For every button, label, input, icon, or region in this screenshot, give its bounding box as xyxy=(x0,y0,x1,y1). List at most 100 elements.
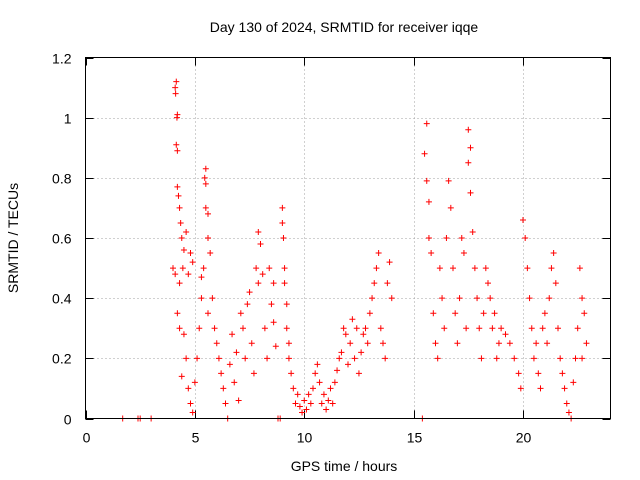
data-point xyxy=(172,84,179,91)
data-point xyxy=(550,250,557,257)
data-point xyxy=(268,301,275,308)
data-point xyxy=(174,183,181,190)
data-point xyxy=(189,259,196,266)
data-point xyxy=(310,385,316,392)
data-point xyxy=(371,280,378,287)
data-point xyxy=(347,340,354,347)
data-point xyxy=(541,310,548,317)
data-point xyxy=(432,340,439,347)
data-point xyxy=(201,174,208,181)
data-point xyxy=(526,295,533,302)
chart-title: Day 130 of 2024, SRMTID for receiver iqq… xyxy=(210,19,479,35)
data-point xyxy=(312,370,319,377)
data-point xyxy=(205,210,211,217)
data-point xyxy=(180,247,187,254)
data-point xyxy=(266,265,273,272)
data-point xyxy=(318,400,325,407)
data-point xyxy=(375,250,382,257)
data-point xyxy=(303,406,310,413)
data-point xyxy=(248,340,255,347)
data-point xyxy=(233,349,240,356)
x-tick-label: 0 xyxy=(83,430,91,446)
data-point xyxy=(502,331,509,338)
data-point xyxy=(281,280,288,287)
data-point xyxy=(574,325,581,332)
data-point xyxy=(185,271,192,278)
data-point xyxy=(463,325,470,332)
data-point xyxy=(557,355,564,362)
data-point xyxy=(436,265,443,272)
data-point xyxy=(270,280,277,287)
data-point xyxy=(174,310,181,317)
data-point xyxy=(183,355,190,362)
y-tick-label: 1 xyxy=(64,111,72,127)
data-point xyxy=(517,385,524,392)
data-point xyxy=(373,265,380,272)
data-point xyxy=(528,325,535,332)
data-point xyxy=(331,379,338,386)
data-point xyxy=(198,274,205,281)
data-point xyxy=(307,400,314,407)
data-point xyxy=(572,355,579,362)
data-point xyxy=(211,325,218,332)
data-point xyxy=(244,301,251,308)
data-point xyxy=(485,280,491,287)
data-point xyxy=(255,280,262,287)
y-tick-label: 0 xyxy=(64,412,72,428)
data-point xyxy=(565,409,572,416)
data-point xyxy=(353,325,360,332)
data-point xyxy=(384,280,391,287)
data-point xyxy=(325,397,332,404)
data-point xyxy=(283,301,290,308)
data-point xyxy=(561,385,568,392)
data-point xyxy=(366,310,373,317)
axis-ticks xyxy=(85,57,611,420)
data-point xyxy=(498,325,505,332)
data-point xyxy=(581,310,588,317)
data-point xyxy=(194,355,201,362)
x-tick-label: 5 xyxy=(192,430,200,446)
data-point xyxy=(235,397,242,404)
plot-frame xyxy=(85,57,611,419)
x-tick-labels: 0 5 10 15 20 xyxy=(83,430,532,446)
data-point xyxy=(209,295,216,302)
data-point xyxy=(229,331,236,338)
data-point xyxy=(240,325,246,332)
data-point xyxy=(351,355,358,362)
data-point xyxy=(172,271,179,278)
data-point xyxy=(576,265,583,272)
data-point xyxy=(261,325,268,332)
data-point xyxy=(495,340,502,347)
data-point xyxy=(530,355,537,362)
data-point xyxy=(290,385,297,392)
data-point xyxy=(522,235,529,241)
data-point xyxy=(175,192,182,199)
data-point xyxy=(445,177,452,184)
x-tick-label: 20 xyxy=(516,430,532,446)
data-point xyxy=(480,310,487,317)
data-point xyxy=(231,379,238,386)
data-point xyxy=(285,355,292,362)
data-point xyxy=(533,340,540,347)
x-axis-label: GPS time / hours xyxy=(291,458,398,474)
data-point xyxy=(349,316,356,323)
data-point xyxy=(340,325,347,332)
data-point xyxy=(338,349,345,356)
data-point xyxy=(327,385,334,392)
data-point xyxy=(559,370,566,377)
data-point xyxy=(579,355,586,362)
data-point xyxy=(202,204,209,211)
data-point xyxy=(189,409,196,416)
data-point xyxy=(202,180,209,187)
data-point xyxy=(465,126,472,133)
data-point xyxy=(334,367,341,374)
data-point xyxy=(246,289,253,296)
data-point xyxy=(257,241,264,248)
data-point xyxy=(259,271,266,278)
data-point xyxy=(220,385,227,392)
data-point xyxy=(222,400,229,407)
data-point xyxy=(213,340,220,347)
data-point xyxy=(323,406,330,413)
y-tick-labels: 0 0.2 0.4 0.6 0.8 1 1.2 xyxy=(52,51,72,428)
